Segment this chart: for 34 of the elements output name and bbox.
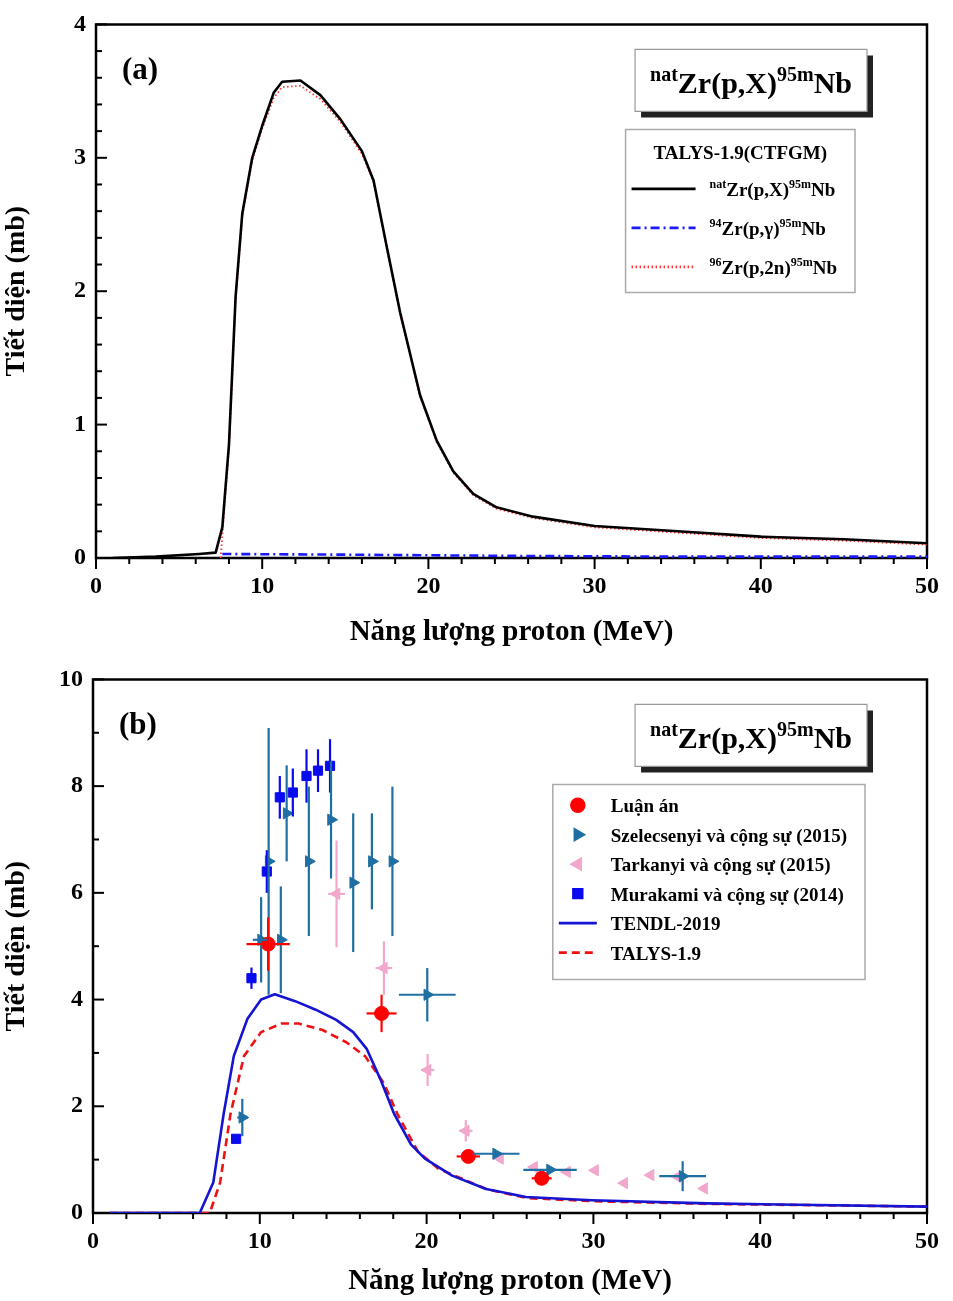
- x-axis-title: Năng lượng proton (MeV): [349, 614, 674, 648]
- x-tick-label: 40: [748, 1226, 773, 1253]
- y-tick-label: 3: [74, 143, 86, 169]
- x-tick-label: 50: [915, 571, 939, 598]
- legend-label: Murakami và cộng sự (2014): [610, 883, 844, 906]
- annotation: (a): [122, 51, 159, 87]
- y-tick-label: 6: [71, 878, 83, 905]
- y-tick-label: 4: [74, 9, 86, 36]
- legend-title: TALYS-1.9(CTFGM): [653, 142, 828, 165]
- y-tick-label: 4: [71, 984, 83, 1011]
- y-tick-label: 0: [71, 1198, 83, 1225]
- legend-label: Szelecsenyi và cộng sự (2015): [610, 824, 847, 847]
- y-axis-title: Tiết diện (mb): [0, 860, 31, 1032]
- x-tick-label: 30: [582, 571, 607, 598]
- x-axis-title: Năng lượng proton (MeV): [348, 1263, 672, 1297]
- y-tick-label: 8: [71, 771, 83, 798]
- legend-label: Tarkanyi và cộng sự (2015): [610, 854, 831, 877]
- y-tick-label: 2: [71, 1091, 83, 1118]
- x-tick-label: 40: [748, 571, 773, 598]
- x-tick-label: 30: [581, 1226, 606, 1253]
- legend-label: Luận án: [610, 795, 680, 817]
- x-tick-label: 10: [250, 571, 275, 598]
- y-tick-label: 2: [74, 276, 86, 303]
- legend-label: TENDL-2019: [610, 913, 721, 935]
- x-tick-label: 10: [247, 1226, 272, 1253]
- x-tick-label: 20: [414, 1226, 439, 1253]
- y-tick-label: 10: [59, 664, 83, 691]
- y-axis-title: Tiết diện (mb): [0, 205, 31, 377]
- x-tick-label: 50: [915, 1226, 939, 1253]
- y-tick-label: 1: [74, 409, 86, 436]
- x-tick-label: 20: [416, 571, 441, 598]
- y-tick-label: 0: [74, 543, 86, 570]
- legend-label: TALYS-1.9: [610, 942, 702, 964]
- annotation: (b): [119, 706, 157, 742]
